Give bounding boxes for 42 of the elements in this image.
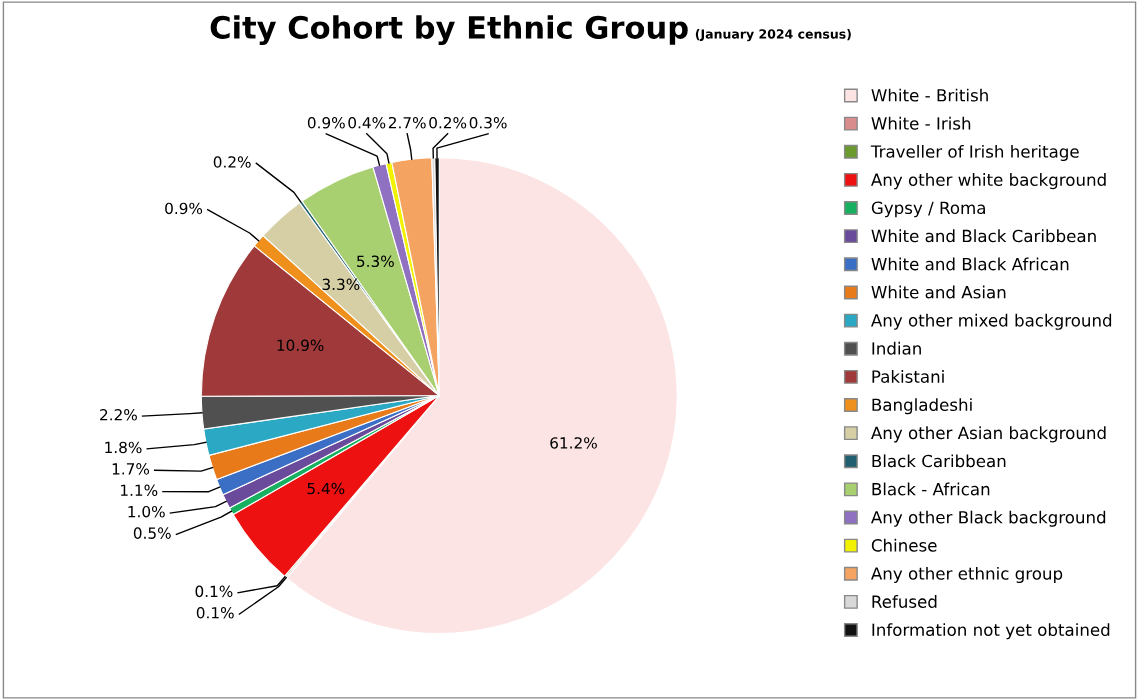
data-label: 0.2% [213,156,251,168]
data-label: 5.4% [307,482,345,495]
chart-title: City Cohort by Ethnic Group [210,15,688,46]
legend-label: White - Irish [871,116,971,130]
data-label: 3.3% [322,278,360,291]
legend-label: Traveller of Irish heritage [870,144,1079,162]
data-label: 0.5% [133,527,171,539]
legend-label: Indian [872,341,921,355]
legend-label: White - British [871,88,988,102]
data-label: 2.2% [100,409,137,421]
legend-label: White and Asian [871,285,1006,299]
data-label: 0.3% [469,116,507,129]
data-label: 10.9% [277,339,324,351]
data-label: 0.9% [165,202,203,215]
legend-label: Chinese [871,538,937,552]
legend-label: Any other Black background [871,510,1106,527]
legend-label: White and Black Caribbean [871,229,1096,243]
chart-subtitle: (January 2024 census) [695,29,851,42]
data-label: 1.8% [105,441,142,454]
data-label: 1.1% [121,484,158,497]
data-label: 0.9% [307,116,345,129]
legend-label: Any other ethnic group [871,566,1063,584]
legend-label: Bangladeshi [872,398,972,415]
legend-label: White and Black African [871,257,1069,271]
legend-label: Pakistani [872,370,944,383]
legend-label: Gypsy / Roma [871,201,985,218]
legend-label: Any other white background [871,173,1106,190]
legend-label: Black Caribbean [872,454,1006,468]
data-label: 0.1% [195,585,233,598]
data-label: 0.2% [429,116,467,129]
data-label: 0.4% [348,116,386,129]
legend-label: Refused [872,595,937,608]
data-label: 2.7% [388,116,426,129]
data-label: 0.1% [196,606,234,619]
legend-label: Any other mixed background [871,313,1112,330]
data-label: 61.2% [550,437,597,449]
legend-label: Any other Asian background [871,426,1106,443]
data-label: 5.3% [357,255,394,268]
legend-label: Black - African [872,482,990,496]
data-label: 1.0% [128,505,165,518]
legend-label: Information not yet obtained [872,623,1110,640]
data-label: 1.7% [112,463,150,475]
